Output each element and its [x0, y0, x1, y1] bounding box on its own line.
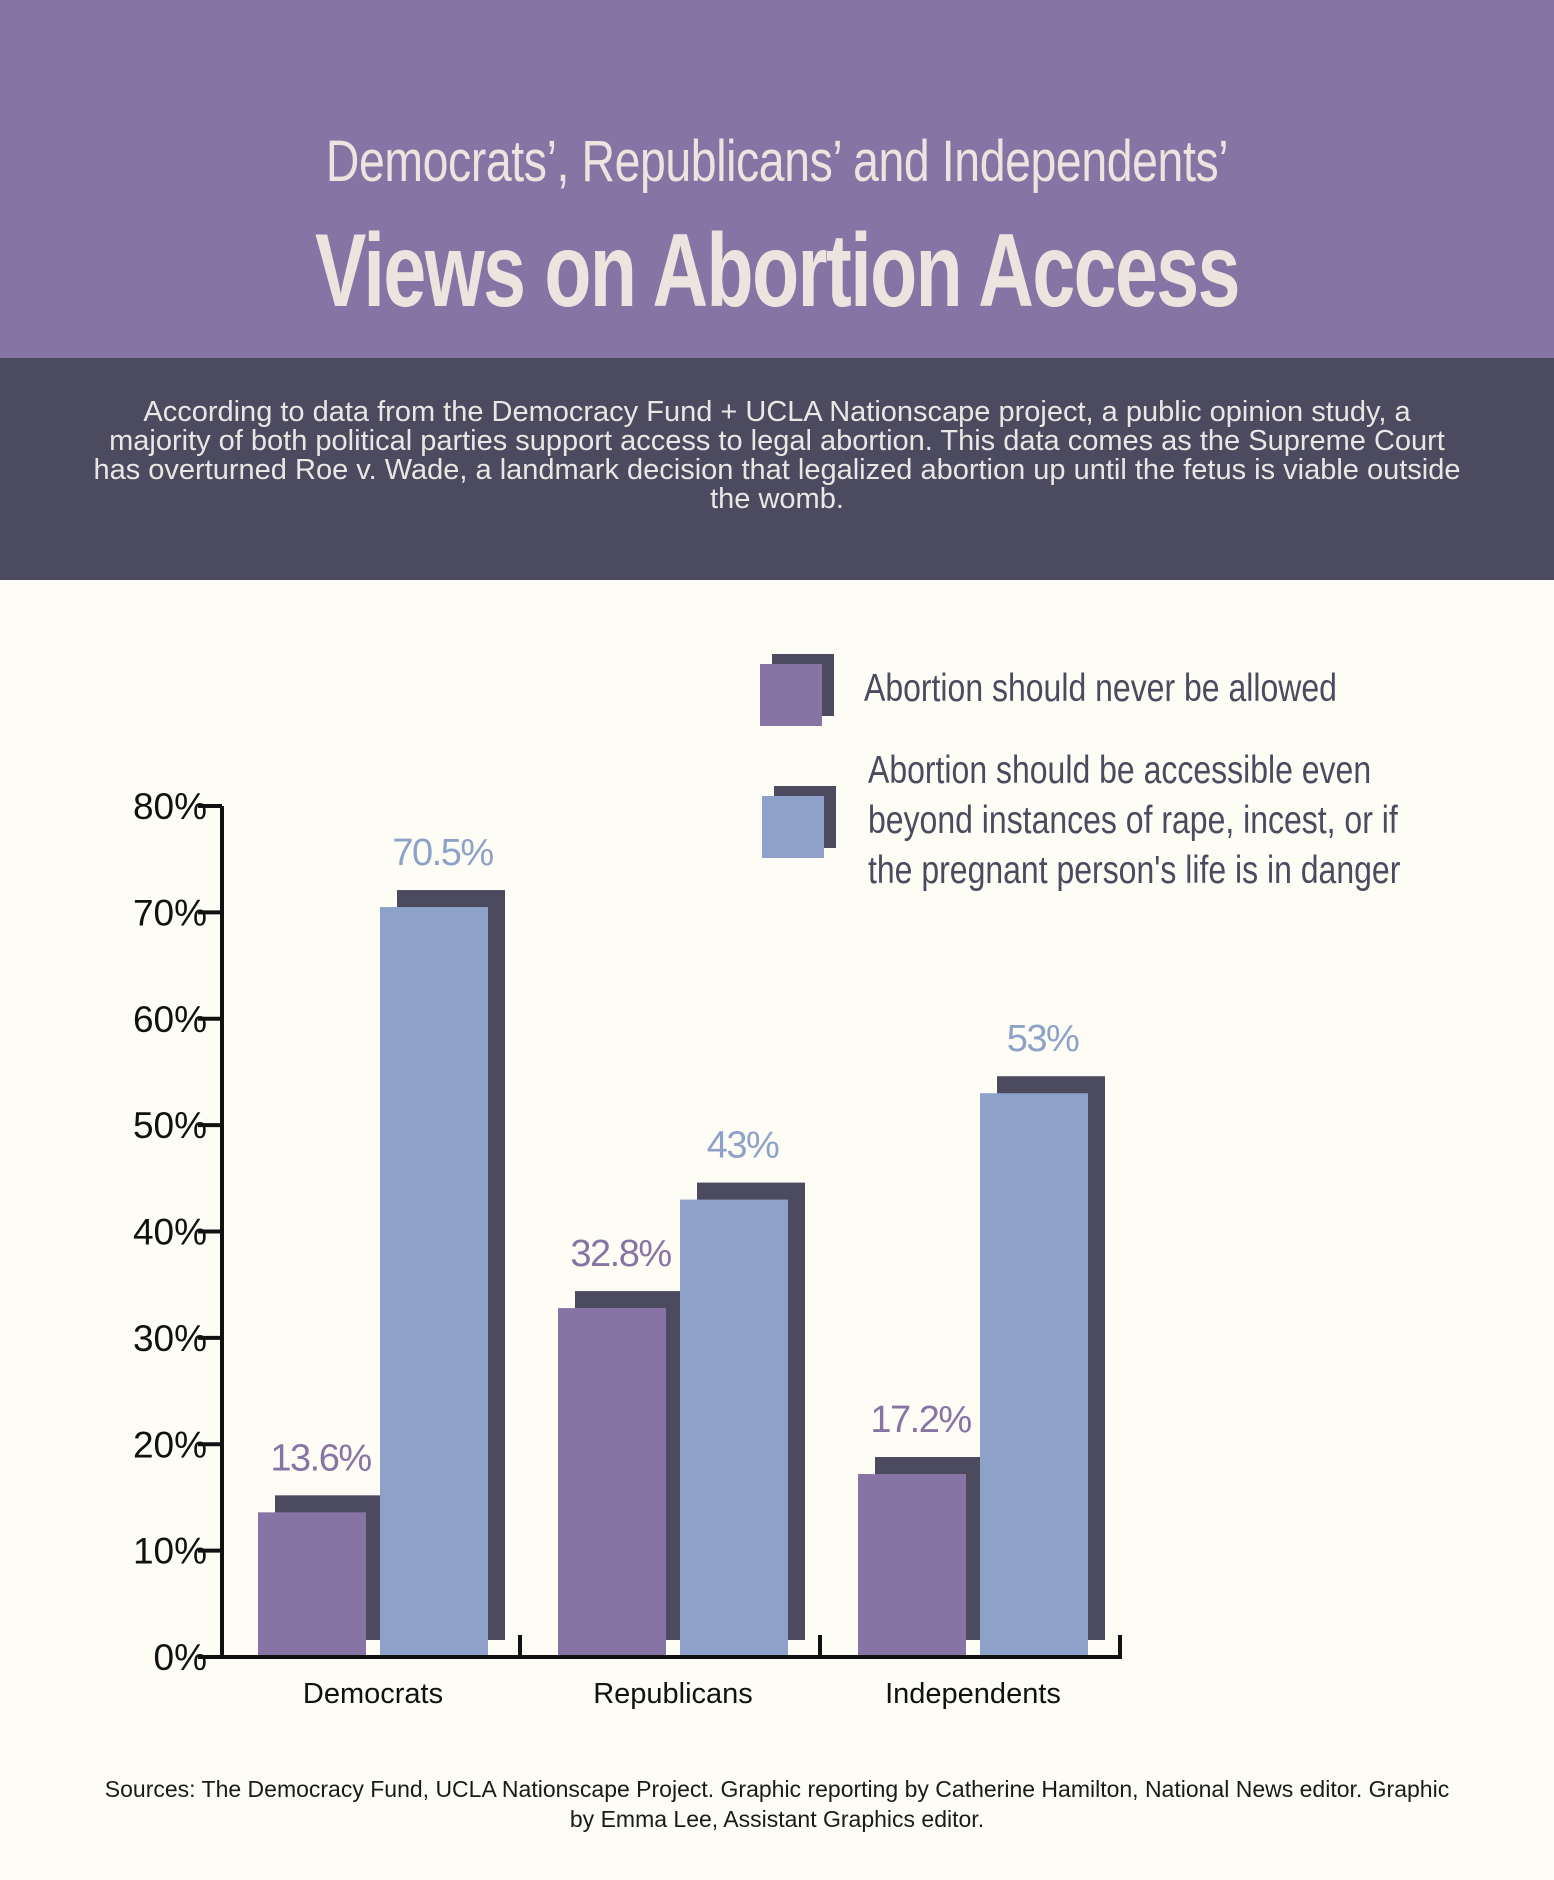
bar-value-label: 43% — [707, 1125, 779, 1167]
sources-credit: Sources: The Democracy Fund, UCLA Nation… — [104, 1776, 1450, 1832]
bar-value-label: 53% — [1007, 1018, 1079, 1060]
legend-label-line: the pregnant person's life is in danger — [868, 849, 1401, 892]
header-banner: Democrats’, Republicans’ and Independent… — [0, 0, 1554, 358]
bar-never — [858, 1474, 966, 1657]
y-tick-label: 20% — [133, 1424, 207, 1465]
bar-chart: 13.6% 70.5% Democrats 32.8% 43% Republicans 17… — [133, 786, 1122, 1710]
intro-text: According to data from the Democracy Fun… — [93, 396, 1461, 515]
bar-value-label: 70.5% — [392, 832, 493, 874]
legend-label-line: beyond instances of rape, incest, or if — [868, 799, 1398, 842]
legend-label-line: Abortion should never be allowed — [864, 667, 1337, 710]
chart-subtitle: Democrats’, Republicans’ and Independent… — [325, 129, 1229, 194]
y-tick-label: 80% — [133, 786, 207, 827]
y-tick-label: 70% — [133, 892, 207, 933]
y-tick-label: 30% — [133, 1318, 207, 1359]
bar-value-label: 13.6% — [270, 1437, 371, 1479]
legend-label-line: Abortion should be accessible even — [868, 749, 1372, 792]
y-tick-label: 0% — [154, 1637, 207, 1678]
x-tick-label: Democrats — [303, 1678, 443, 1710]
legend-label-accessible: Abortion should be accessible even beyon… — [868, 746, 1400, 896]
bar-value-label: 17.2% — [870, 1399, 971, 1441]
bar-value-label: 32.8% — [570, 1233, 671, 1275]
legend-swatch-never — [760, 664, 822, 726]
legend-label-never: Abortion should never be allowed — [864, 664, 1337, 714]
bar-accessible — [380, 907, 488, 1657]
y-tick-label: 10% — [133, 1531, 207, 1572]
x-tick-label: Independents — [885, 1678, 1061, 1710]
bar-accessible — [980, 1093, 1088, 1657]
y-tick-label: 40% — [133, 1212, 207, 1253]
y-tick-label: 60% — [133, 999, 207, 1040]
intro-panel: According to data from the Democracy Fun… — [0, 358, 1554, 580]
y-tick-label: 50% — [133, 1105, 207, 1146]
legend-swatch-accessible — [762, 796, 824, 858]
chart-title: Views on Abortion Access — [315, 213, 1240, 329]
bar-never — [258, 1512, 366, 1657]
x-tick-label: Republicans — [593, 1678, 753, 1710]
bar-never — [558, 1308, 666, 1657]
bar-accessible — [680, 1199, 788, 1657]
